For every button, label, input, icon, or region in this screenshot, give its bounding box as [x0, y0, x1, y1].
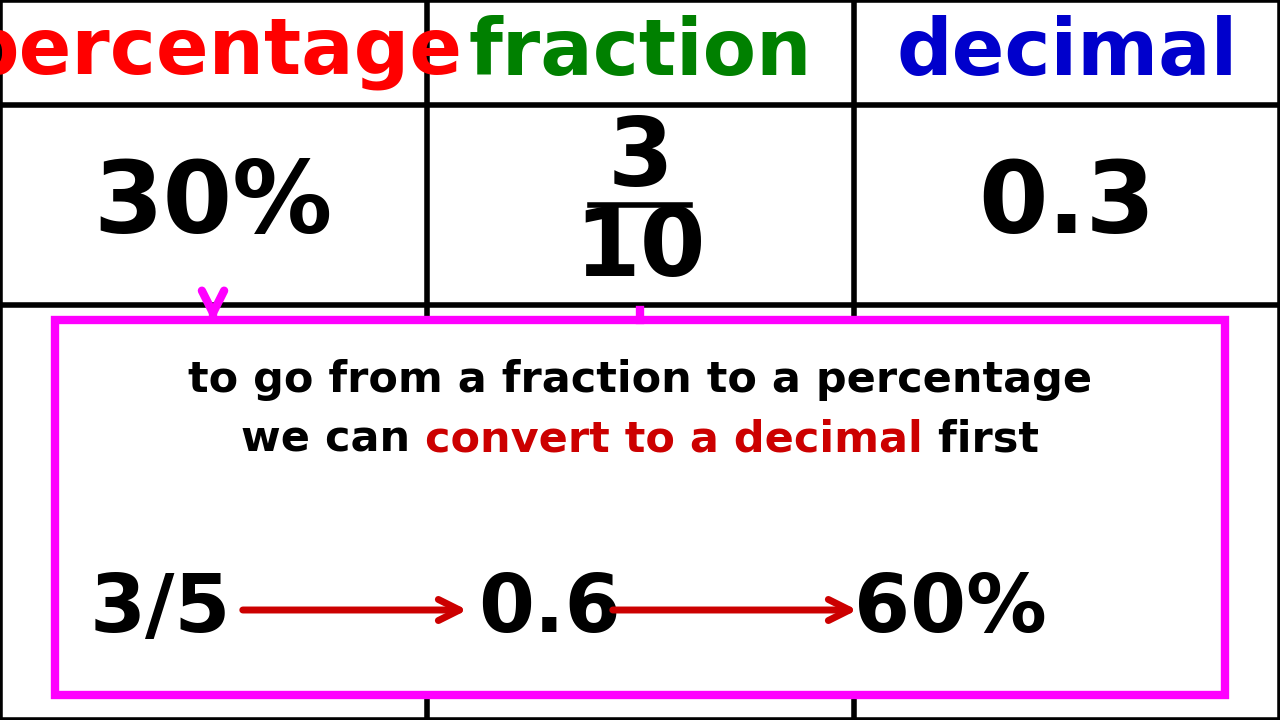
- Text: we can: we can: [241, 419, 425, 461]
- Text: 0.6: 0.6: [479, 571, 621, 649]
- Text: 3: 3: [607, 114, 673, 206]
- Text: 0.3: 0.3: [978, 156, 1156, 253]
- Text: decimal: decimal: [896, 14, 1238, 91]
- Text: fraction: fraction: [468, 14, 812, 91]
- Text: convert to a decimal: convert to a decimal: [425, 419, 923, 461]
- Bar: [55, 320, 1225, 695]
- Text: first: first: [923, 419, 1039, 461]
- Text: to go from a fraction to a percentage: to go from a fraction to a percentage: [188, 359, 1092, 401]
- Text: percentage: percentage: [0, 14, 462, 91]
- Text: 10: 10: [575, 204, 705, 296]
- Text: 30%: 30%: [93, 156, 333, 253]
- Text: 3/5: 3/5: [90, 571, 230, 649]
- Text: 60%: 60%: [854, 571, 1046, 649]
